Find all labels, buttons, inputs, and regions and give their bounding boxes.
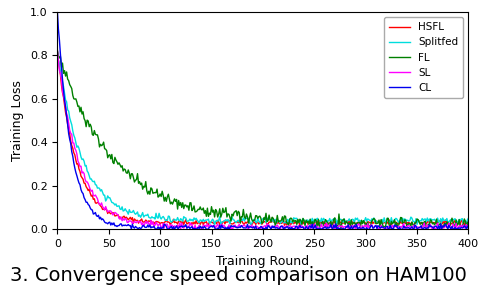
CL (466, 226, 471, 230)
Splitfed (262, 216, 268, 219)
Splitfed (54, 48, 60, 52)
CL (204, 228, 209, 231)
Line: FL: FL (57, 51, 468, 229)
HSFL (203, 220, 208, 224)
Legend: HSFL, Splitfed, FL, SL, CL: HSFL, Splitfed, FL, SL, CL (383, 17, 463, 98)
Splitfed (317, 220, 323, 223)
SL (54, 49, 60, 52)
Splitfed (281, 220, 286, 224)
CL (262, 227, 268, 231)
Splitfed (357, 218, 362, 222)
Line: Splitfed: Splitfed (57, 50, 468, 225)
CL (153, 228, 159, 231)
HSFL (261, 220, 267, 224)
HSFL (324, 225, 329, 229)
FL (203, 209, 208, 212)
CL (317, 227, 323, 230)
HSFL (280, 221, 285, 224)
FL (108, 157, 114, 161)
SL (317, 225, 323, 228)
FL (280, 215, 285, 218)
Y-axis label: Training Loss: Training Loss (11, 80, 24, 161)
FL (466, 225, 471, 229)
SL (466, 224, 471, 228)
FL (54, 49, 60, 53)
CL (281, 228, 286, 231)
Text: 3. Convergence speed comparison on HAM100: 3. Convergence speed comparison on HAM10… (10, 266, 467, 285)
HSFL (54, 49, 60, 52)
Splitfed (203, 218, 208, 222)
HSFL (357, 220, 362, 224)
Splitfed (108, 198, 114, 202)
FL (261, 216, 267, 219)
Line: HSFL: HSFL (57, 50, 468, 227)
CL (108, 223, 114, 227)
FL (316, 224, 322, 228)
SL (357, 223, 362, 226)
FL (338, 228, 344, 231)
SL (203, 224, 208, 227)
SL (262, 224, 268, 228)
Line: SL: SL (57, 51, 468, 229)
Splitfed (212, 223, 217, 227)
SL (108, 209, 114, 213)
Splitfed (466, 216, 471, 220)
SL (281, 225, 286, 228)
SL (223, 228, 229, 231)
FL (357, 220, 362, 224)
CL (54, 9, 60, 12)
Line: CL: CL (57, 11, 468, 229)
X-axis label: Training Round: Training Round (217, 255, 309, 268)
HSFL (466, 223, 471, 227)
CL (357, 225, 362, 229)
HSFL (108, 212, 114, 216)
HSFL (316, 222, 322, 225)
